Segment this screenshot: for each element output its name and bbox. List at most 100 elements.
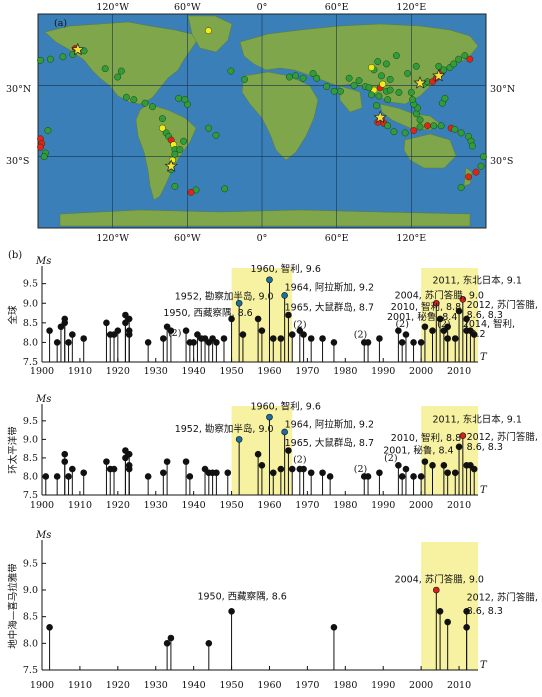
stem-marker — [444, 469, 451, 477]
lat-label-30n-left: 30°N — [6, 84, 31, 95]
x-tick-label: 2000 — [409, 366, 433, 377]
x-tick-label: 2000 — [409, 680, 433, 691]
y-tick-label: 8.0 — [23, 471, 38, 482]
earthquake-marker — [384, 96, 392, 104]
event-annotation: 2011, 东北日本, 9.1 — [433, 414, 522, 426]
highlight-band — [421, 542, 478, 670]
highlight-band — [421, 406, 478, 495]
event-annotation: 1952, 勘察加半岛, 9.0 — [175, 423, 274, 435]
event-annotation: 1952, 勘察加半岛, 9.0 — [175, 290, 274, 302]
y-axis-symbol: Ms — [35, 394, 51, 405]
event-annotation: 2004, 苏门答腊, 9.0 — [395, 574, 484, 586]
stem-marker — [266, 413, 273, 421]
earthquake-marker — [477, 162, 485, 170]
stem-marker — [417, 473, 425, 480]
earthquake-marker — [368, 91, 375, 99]
stem-marker — [432, 586, 440, 594]
x-tick-label: 1910 — [68, 366, 92, 377]
x-tick-label: 1940 — [182, 500, 206, 511]
stem-marker — [410, 473, 417, 480]
stem-marker — [402, 331, 410, 338]
x-tick-label: 1960 — [257, 500, 281, 511]
earthquake-marker — [175, 94, 183, 102]
earthquake-marker — [130, 96, 138, 104]
stem-marker — [459, 296, 467, 303]
x-tick-label: 1990 — [371, 680, 395, 691]
event-annotation: 8.6, 8.3 — [467, 606, 503, 617]
earthquake-marker — [350, 81, 358, 89]
bottom-lon-label: 120°W — [96, 233, 129, 244]
y-axis-symbol: Ms — [35, 530, 51, 541]
event-annotation: 2010, 智利, 8.8 — [391, 301, 461, 313]
top-lon-label: 60°E — [325, 2, 349, 13]
y-tick-label: 8.5 — [23, 453, 38, 464]
stem-marker — [364, 473, 372, 480]
bottom-lon-label: 60°E — [325, 233, 349, 244]
stem-marker — [254, 450, 262, 458]
stem-marker — [122, 311, 129, 319]
stem-marker — [69, 331, 76, 338]
earthquake-marker — [480, 153, 487, 161]
bottom-lon-label: 120°E — [396, 233, 426, 244]
stem-marker — [417, 339, 425, 346]
y-tick-label: 8.0 — [23, 638, 38, 649]
stem-marker — [42, 473, 50, 480]
earthquake-marker — [437, 122, 445, 130]
stem-marker — [125, 315, 133, 323]
x-tick-label: 1900 — [30, 680, 54, 691]
earthquake-markers — [37, 27, 487, 196]
stem-marker — [330, 624, 338, 631]
x-tick-label: 1910 — [68, 680, 92, 691]
x-tick-label: 1940 — [182, 680, 206, 691]
event-annotation: 1960, 智利, 9.6 — [251, 401, 321, 413]
earthquake-marker — [401, 129, 409, 137]
stem-marker — [300, 465, 307, 473]
stem-marker — [258, 327, 266, 334]
x-tick-label: 1930 — [144, 680, 168, 691]
earthquake-marker — [450, 60, 458, 68]
stem-marker — [163, 640, 171, 647]
x-axis-symbol: T — [480, 660, 488, 671]
earthquake-marker — [221, 185, 229, 193]
stem-marker — [205, 339, 213, 346]
event-annotation: 2004, 苏门答腊, 9.0 — [395, 290, 484, 302]
event-annotation: 2010, 智利, 8.8 — [391, 432, 461, 444]
x-tick-label: 1900 — [30, 500, 54, 511]
earthquake-marker — [171, 182, 179, 190]
stem-marker — [410, 339, 417, 346]
stem-marker — [220, 335, 228, 342]
earthquake-marker — [412, 62, 420, 70]
event-count-label: (2) — [437, 319, 450, 330]
x-tick-label: 1920 — [106, 500, 130, 511]
earthquake-marker — [59, 53, 67, 61]
y-tick-label: 9.0 — [23, 585, 38, 596]
stem-marker — [224, 469, 232, 477]
x-axis-symbol: T — [480, 485, 488, 496]
earthquake-marker — [368, 64, 375, 71]
event-annotation: 1950, 西藏察隅, 8.6 — [163, 307, 252, 319]
stem-marker — [125, 450, 133, 458]
earthquake-marker — [386, 86, 394, 94]
event-annotation: 2001, 秘鲁, 8.4 — [387, 311, 457, 323]
earthquake-marker — [404, 69, 412, 77]
y-axis-label: 环太平洋带 — [7, 426, 19, 474]
stem-marker — [440, 462, 448, 469]
stem-marker — [110, 331, 118, 338]
earthquake-marker — [378, 72, 385, 80]
graticule — [38, 14, 486, 228]
stem-marker — [269, 469, 277, 477]
stem-marker — [436, 315, 444, 323]
y-tick-label: 9.0 — [23, 434, 38, 445]
stem-marker — [364, 339, 372, 346]
stem-marker — [65, 339, 72, 346]
x-tick-label: 1960 — [257, 366, 281, 377]
stem-marker — [444, 335, 451, 342]
stem-marker — [194, 331, 201, 338]
stem-marker — [288, 465, 296, 473]
stem-marker — [421, 323, 429, 331]
top-lon-label: 60°W — [174, 2, 201, 13]
stem-marker — [80, 469, 88, 477]
x-tick-label: 1900 — [30, 366, 54, 377]
x-tick-label: 1910 — [68, 500, 92, 511]
y-axis-symbol: Ms — [35, 256, 51, 267]
